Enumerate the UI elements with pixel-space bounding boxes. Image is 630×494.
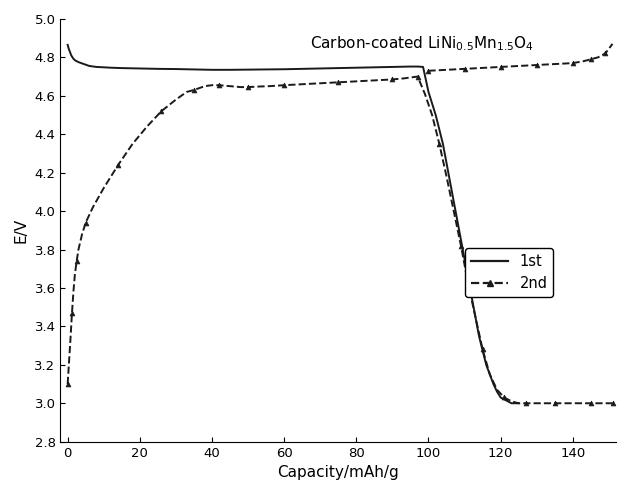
Title: Carbon-coated LiNi$_{0.5}$Mn$_{1.5}$O$_{4}$: Carbon-coated LiNi$_{0.5}$Mn$_{1.5}$O$_{… (309, 35, 534, 53)
X-axis label: Capacity/mAh/g: Capacity/mAh/g (277, 465, 399, 480)
Legend: 1st, 2nd: 1st, 2nd (466, 248, 553, 297)
Y-axis label: E/V: E/V (14, 218, 29, 243)
